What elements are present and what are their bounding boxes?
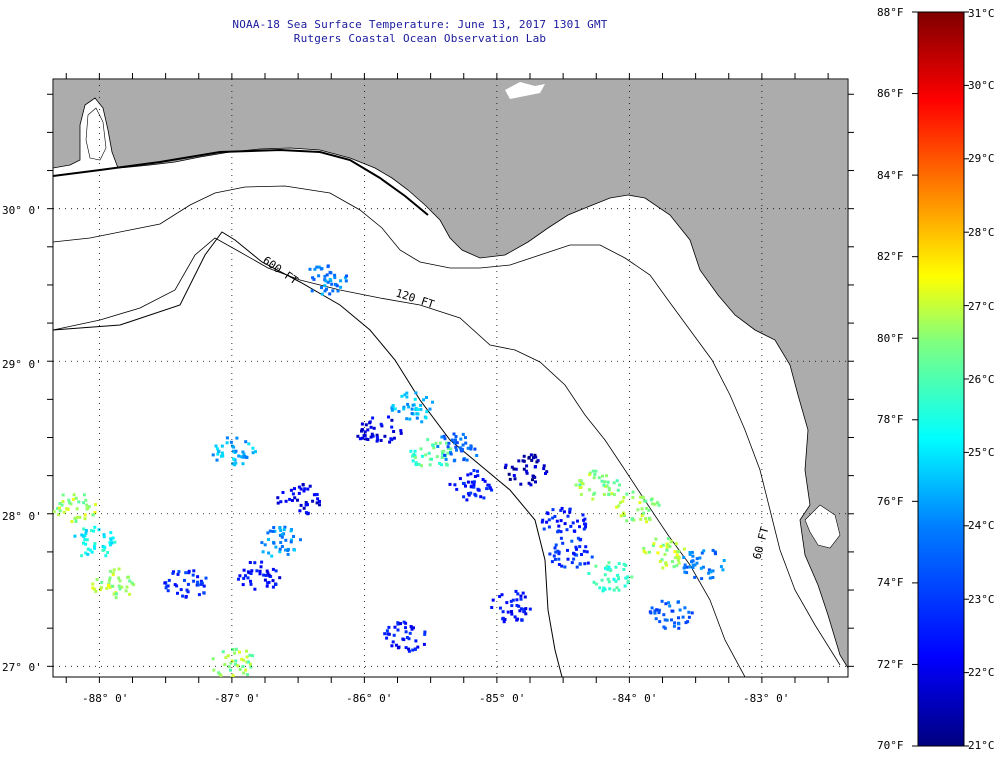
f-label: 86°F <box>877 87 904 100</box>
sst-patch <box>237 560 282 591</box>
sst-patch <box>356 415 403 444</box>
f-label: 80°F <box>877 332 904 345</box>
sst-patch-layer <box>53 264 726 677</box>
c-label: 26°C <box>968 373 995 386</box>
sst-patch <box>308 264 348 296</box>
c-label: 30°C <box>968 79 995 92</box>
colorbar-ticks <box>912 11 969 747</box>
c-label: 29°C <box>968 152 995 165</box>
sst-patch <box>540 506 588 540</box>
c-label: 27°C <box>968 300 995 313</box>
map-subtitle: Rutgers Coastal Ocean Observation Lab <box>293 32 547 45</box>
c-label: 22°C <box>968 666 995 679</box>
c-label: 21°C <box>968 739 995 752</box>
land-mass <box>53 79 848 669</box>
sst-patch <box>163 569 208 599</box>
sst-patch <box>587 561 634 593</box>
sst-patch <box>260 525 302 558</box>
lat-label: 28° 0' <box>2 510 42 523</box>
sst-patch <box>574 469 621 501</box>
sst-patch <box>548 536 594 569</box>
f-label: 76°F <box>877 495 904 508</box>
f-label: 84°F <box>877 169 904 182</box>
sst-patch <box>615 490 661 524</box>
sst-patch <box>642 537 686 570</box>
bay-inlet <box>85 107 107 161</box>
contour-600ft <box>53 231 563 677</box>
c-label: 23°C <box>968 593 995 606</box>
lon-label: -83° 0' <box>743 692 789 705</box>
c-label: 25°C <box>968 446 995 459</box>
sst-patch <box>276 483 321 516</box>
lat-label: 30° 0' <box>2 204 42 217</box>
lon-label: -88° 0' <box>82 692 128 705</box>
lon-label: -86° 0' <box>346 692 392 705</box>
graticule <box>47 73 854 683</box>
c-label: 24°C <box>968 519 995 532</box>
contour-120ft <box>53 237 746 677</box>
sst-patch <box>682 548 726 581</box>
lat-label: 27° 0' <box>2 661 42 674</box>
coast-band <box>53 148 429 216</box>
sst-patch <box>436 432 479 463</box>
contour-60ft <box>53 185 841 666</box>
f-label: 82°F <box>877 250 904 263</box>
sst-patch <box>53 493 97 523</box>
sst-patch <box>211 436 257 467</box>
c-label: 28°C <box>968 226 995 239</box>
lon-label: -87° 0' <box>214 692 260 705</box>
colorbar-c-labels: 31°C 30°C 29°C 28°C 27°C 26°C 25°C 24°C … <box>968 7 995 752</box>
c-label: 31°C <box>968 7 995 20</box>
f-label: 78°F <box>877 413 904 426</box>
axis-labels: -88° 0' -87° 0' -86° 0' -85° 0' -84° 0' … <box>2 204 789 705</box>
tampa-bay <box>804 504 841 549</box>
lake-feature <box>505 82 545 99</box>
sst-patch <box>490 589 532 624</box>
colorbar <box>917 11 965 747</box>
sst-patch <box>91 567 136 600</box>
lon-label: -84° 0' <box>611 692 657 705</box>
f-label: 70°F <box>877 739 904 752</box>
f-label: 88°F <box>877 6 904 19</box>
map-title: NOAA-18 Sea Surface Temperature: June 13… <box>232 18 608 31</box>
f-label: 74°F <box>877 576 904 589</box>
lon-label: -85° 0' <box>479 692 525 705</box>
f-label: 72°F <box>877 658 904 671</box>
colorbar-f-labels: 88°F 86°F 84°F 82°F 80°F 78°F 76°F 74°F … <box>877 6 904 752</box>
lat-label: 29° 0' <box>2 358 42 371</box>
sst-patch <box>383 620 427 653</box>
sst-patch <box>448 469 494 502</box>
sst-patch <box>390 391 434 424</box>
sst-patch <box>648 599 694 630</box>
sst-patch <box>503 453 549 487</box>
sst-patch <box>211 647 255 677</box>
